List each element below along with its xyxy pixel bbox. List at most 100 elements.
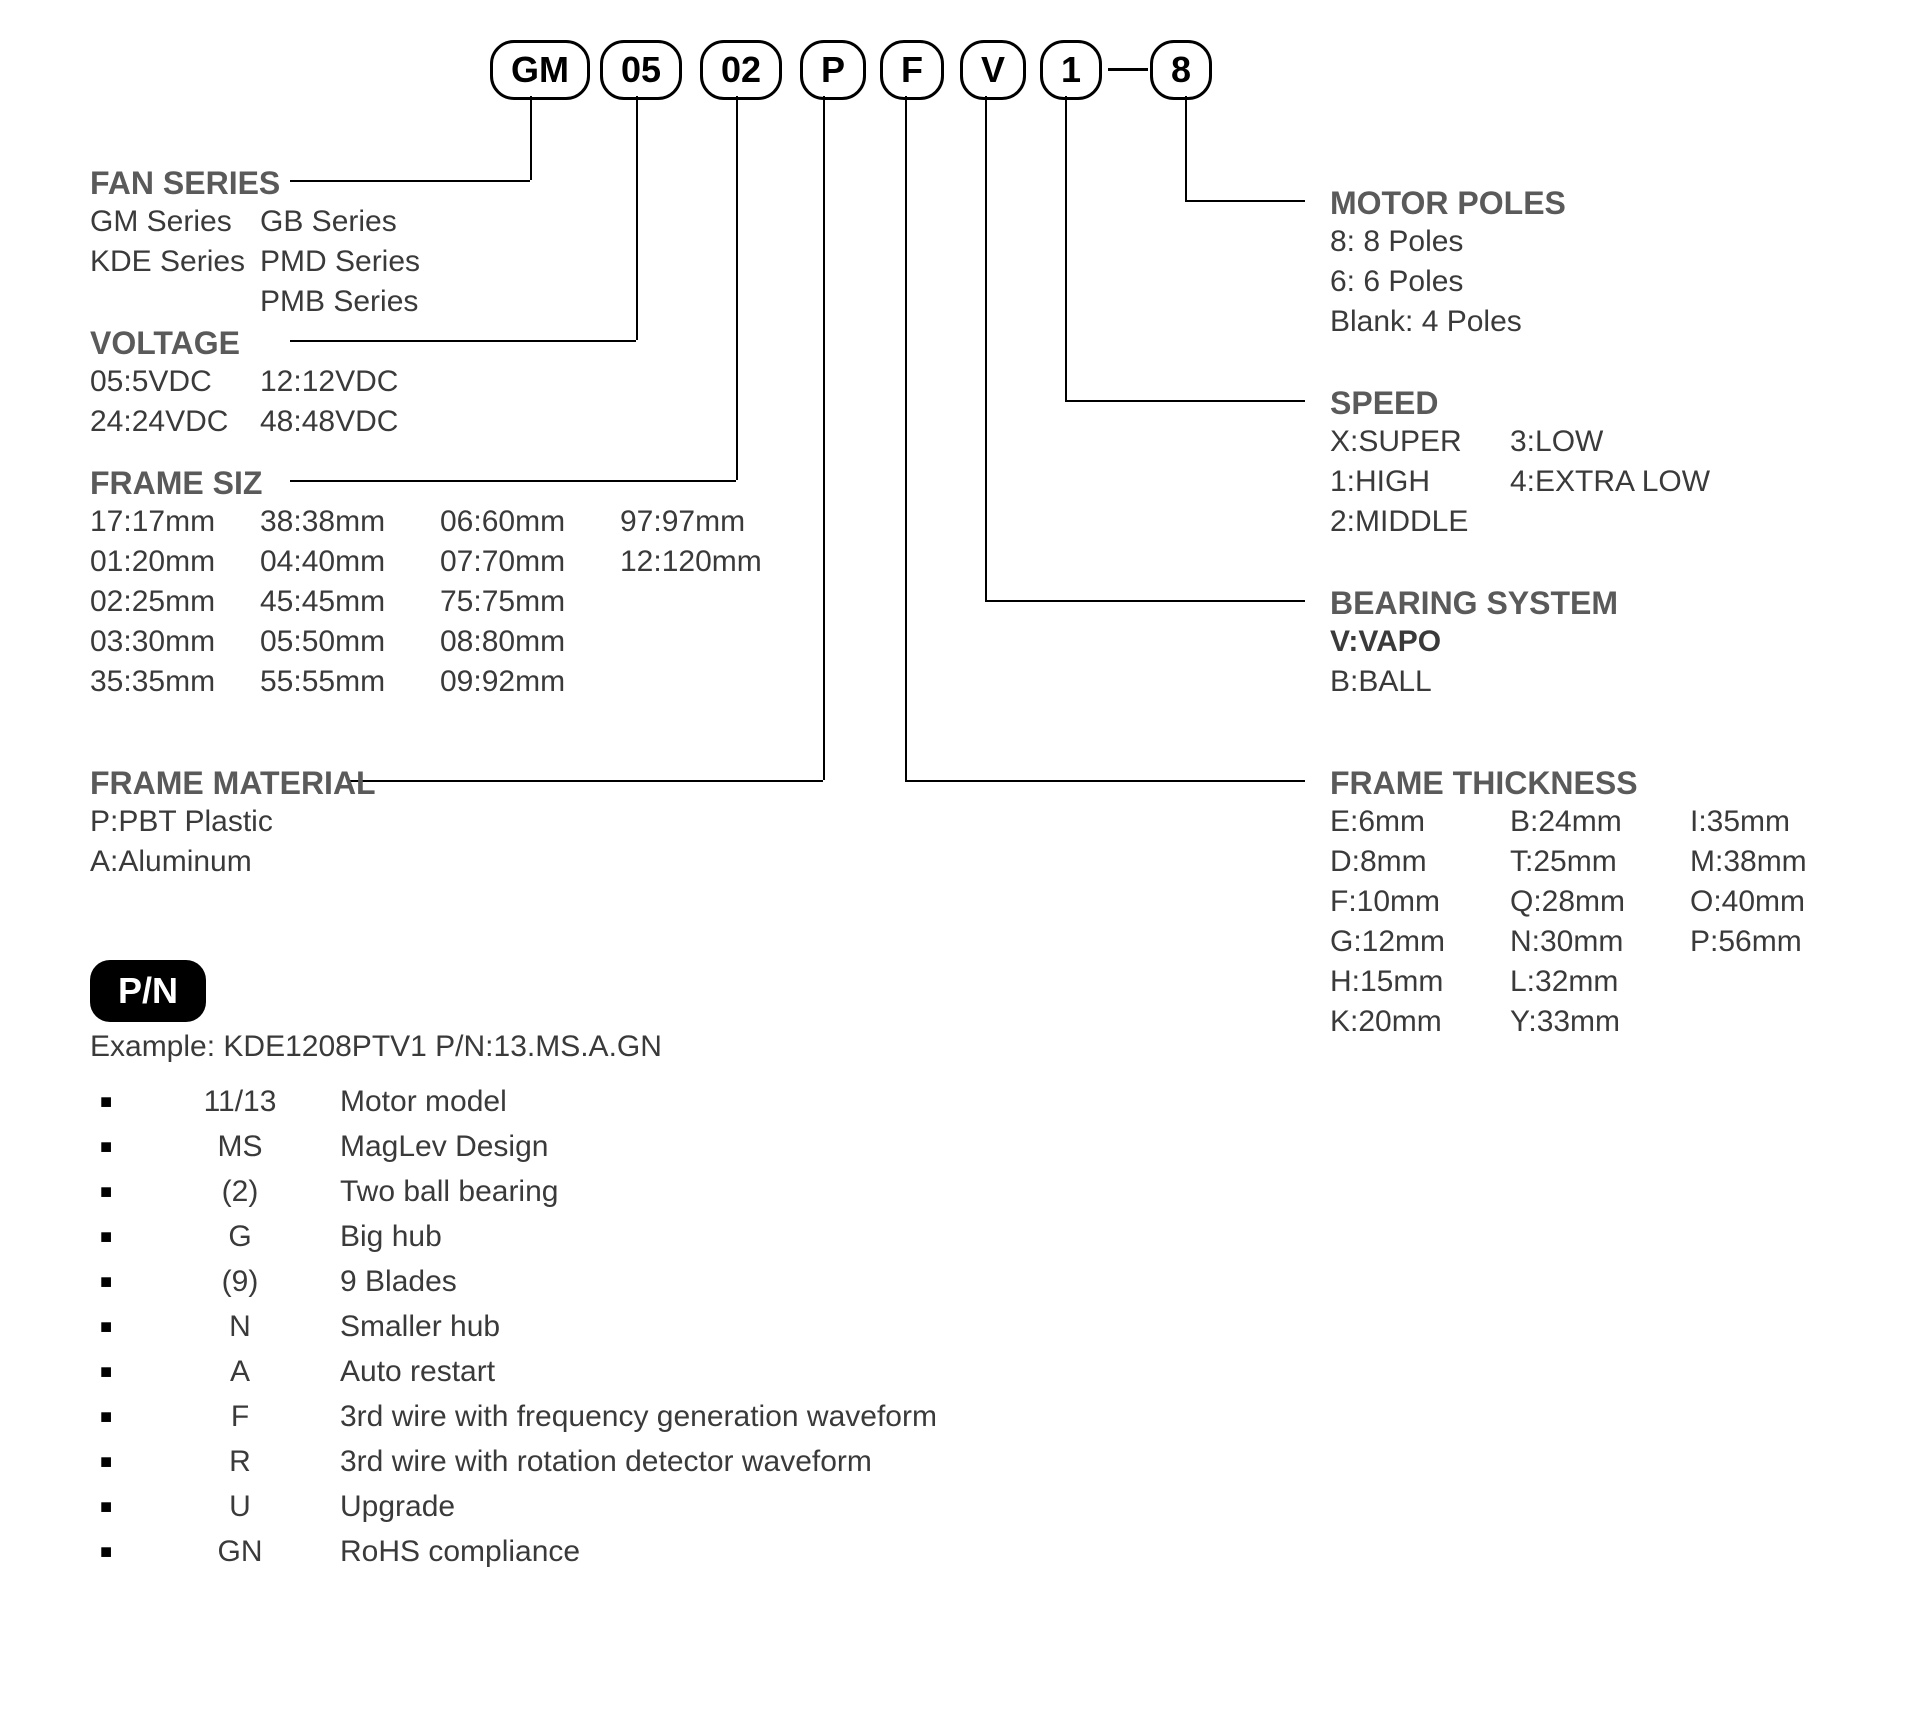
motor-poles-title: MOTOR POLES: [1330, 185, 1566, 222]
voltage-c1-0: 05:5VDC: [90, 365, 212, 399]
ft-c3-1: M:38mm: [1690, 845, 1807, 879]
fs-c2-4: 55:55mm: [260, 665, 385, 699]
ft-c3-2: O:40mm: [1690, 885, 1805, 919]
ft-c2-5: Y:33mm: [1510, 1005, 1620, 1039]
ft-c2-2: Q:28mm: [1510, 885, 1625, 919]
line-f-v: [905, 96, 907, 780]
br-1: B:BALL: [1330, 665, 1432, 699]
fan-series-c1-1: KDE Series: [90, 245, 245, 279]
fs-c3-1: 07:70mm: [440, 545, 565, 579]
fm-0: P:PBT Plastic: [90, 805, 273, 839]
pill-p: P: [800, 40, 866, 100]
pn-code: G: [180, 1220, 300, 1254]
ft-c1-5: K:20mm: [1330, 1005, 1442, 1039]
fs-c1-3: 03:30mm: [90, 625, 215, 659]
pill-gm: GM: [490, 40, 590, 100]
pn-example: Example: KDE1208PTV1 P/N:13.MS.A.GN: [90, 1030, 662, 1064]
pn-bullet-icon: ■: [100, 1496, 112, 1519]
voltage-c1-1: 24:24VDC: [90, 405, 228, 439]
pill-f: F: [880, 40, 944, 100]
pill-05: 05: [600, 40, 682, 100]
pn-desc: Two ball bearing: [340, 1175, 558, 1209]
fs-c2-3: 05:50mm: [260, 625, 385, 659]
frame-thickness-title: FRAME THICKNESS: [1330, 765, 1638, 802]
pn-bullet-icon: ■: [100, 1091, 112, 1114]
pill-8: 8: [1150, 40, 1212, 100]
line-05-h: [290, 340, 636, 342]
sp-c1-0: X:SUPER: [1330, 425, 1462, 459]
pn-bullet-icon: ■: [100, 1136, 112, 1159]
line-8-h: [1185, 200, 1305, 202]
pn-desc: Auto restart: [340, 1355, 495, 1389]
ft-c2-0: B:24mm: [1510, 805, 1622, 839]
pn-desc: Smaller hub: [340, 1310, 500, 1344]
line-v-h: [985, 600, 1305, 602]
line-1-v: [1065, 96, 1067, 400]
sp-c1-1: 1:HIGH: [1330, 465, 1430, 499]
frame-size-title: FRAME SIZ: [90, 465, 262, 502]
fs-c1-4: 35:35mm: [90, 665, 215, 699]
fs-c4-1: 12:120mm: [620, 545, 762, 579]
fs-c3-4: 09:92mm: [440, 665, 565, 699]
pn-desc: 9 Blades: [340, 1265, 457, 1299]
pn-desc: Motor model: [340, 1085, 507, 1119]
fs-c1-0: 17:17mm: [90, 505, 215, 539]
ft-c1-4: H:15mm: [1330, 965, 1443, 999]
sp-c1-2: 2:MIDDLE: [1330, 505, 1468, 539]
pill-dash: [1108, 68, 1148, 71]
pn-bullet-icon: ■: [100, 1406, 112, 1429]
line-gm-h: [290, 180, 530, 182]
pn-code: GN: [180, 1535, 300, 1569]
line-p-h: [350, 780, 823, 782]
pn-code: N: [180, 1310, 300, 1344]
pn-desc: MagLev Design: [340, 1130, 548, 1164]
pn-desc: 3rd wire with frequency generation wavef…: [340, 1400, 937, 1434]
line-f-h: [905, 780, 1305, 782]
fan-series-c2-2: PMB Series: [260, 285, 418, 319]
sp-c2-0: 3:LOW: [1510, 425, 1603, 459]
mp-0: 8: 8 Poles: [1330, 225, 1463, 259]
line-02-h: [290, 480, 736, 482]
fs-c3-0: 06:60mm: [440, 505, 565, 539]
ft-c2-3: N:30mm: [1510, 925, 1623, 959]
line-p-v: [823, 96, 825, 780]
pn-desc: Upgrade: [340, 1490, 455, 1524]
ft-c2-1: T:25mm: [1510, 845, 1617, 879]
fs-c2-2: 45:45mm: [260, 585, 385, 619]
fs-c1-1: 01:20mm: [90, 545, 215, 579]
voltage-c2-0: 12:12VDC: [260, 365, 398, 399]
ft-c1-0: E:6mm: [1330, 805, 1425, 839]
line-02-v: [736, 96, 738, 480]
pn-bullet-icon: ■: [100, 1361, 112, 1384]
pn-bullet-icon: ■: [100, 1226, 112, 1249]
voltage-c2-1: 48:48VDC: [260, 405, 398, 439]
fan-series-c2-1: PMD Series: [260, 245, 420, 279]
sp-c2-1: 4:EXTRA LOW: [1510, 465, 1710, 499]
pn-desc: Big hub: [340, 1220, 442, 1254]
line-8-v: [1185, 96, 1187, 200]
fs-c2-1: 04:40mm: [260, 545, 385, 579]
pn-code: (9): [180, 1265, 300, 1299]
pill-v: V: [960, 40, 1026, 100]
fan-series-c1-0: GM Series: [90, 205, 232, 239]
pn-code: R: [180, 1445, 300, 1479]
fs-c3-3: 08:80mm: [440, 625, 565, 659]
fan-series-c2-0: GB Series: [260, 205, 397, 239]
ft-c3-3: P:56mm: [1690, 925, 1802, 959]
pn-badge: P/N: [90, 960, 206, 1022]
ft-c1-3: G:12mm: [1330, 925, 1445, 959]
pn-bullet-icon: ■: [100, 1271, 112, 1294]
fs-c1-2: 02:25mm: [90, 585, 215, 619]
pn-desc: RoHS compliance: [340, 1535, 580, 1569]
pn-code: 11/13: [180, 1085, 300, 1119]
fm-1: A:Aluminum: [90, 845, 252, 879]
pn-bullet-icon: ■: [100, 1541, 112, 1564]
br-0: V:VAPO: [1330, 625, 1441, 659]
line-v-v: [985, 96, 987, 600]
ft-c2-4: L:32mm: [1510, 965, 1618, 999]
pill-02: 02: [700, 40, 782, 100]
speed-title: SPEED: [1330, 385, 1438, 422]
ft-c3-0: I:35mm: [1690, 805, 1790, 839]
voltage-title: VOLTAGE: [90, 325, 240, 362]
pn-bullet-icon: ■: [100, 1451, 112, 1474]
